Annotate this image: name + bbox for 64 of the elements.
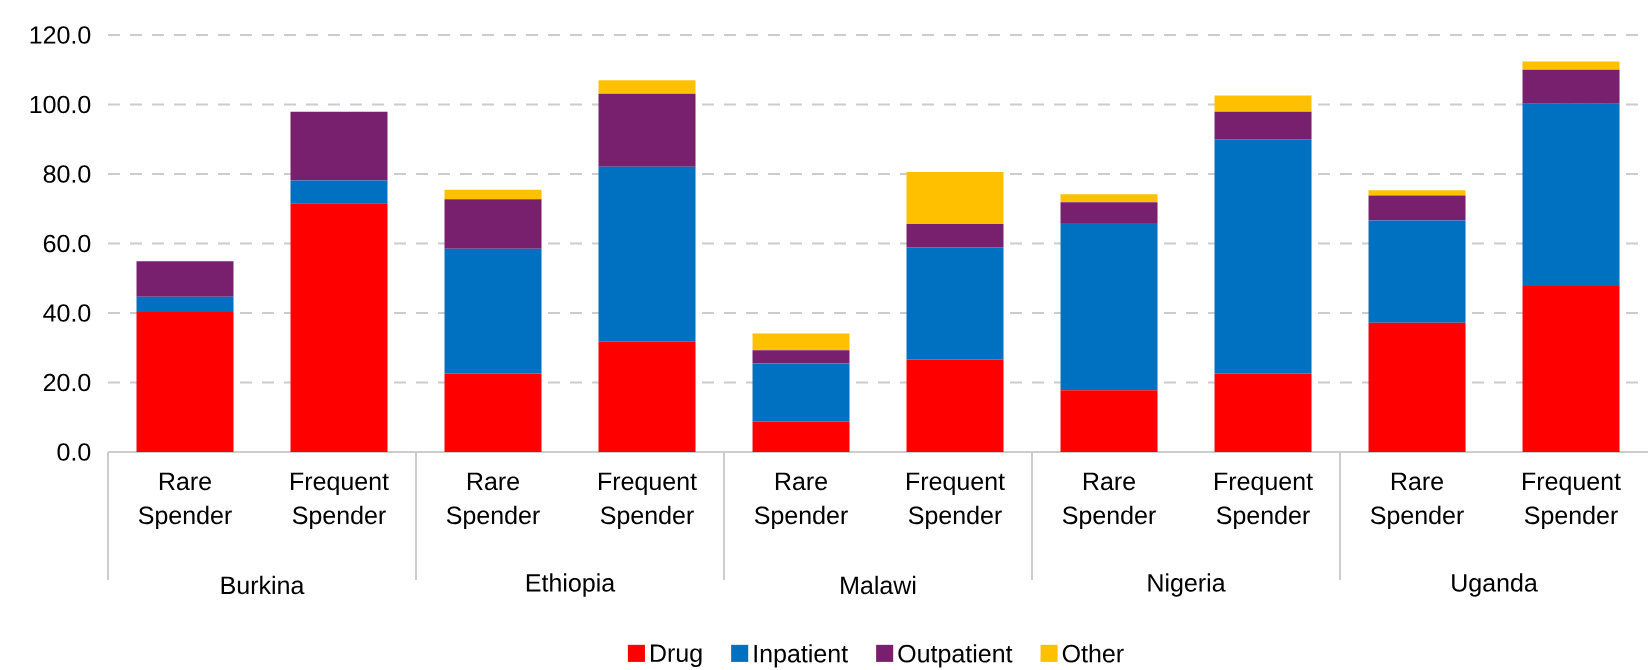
text: Uganda bbox=[1452, 573, 1538, 597]
bar bbox=[906, 171, 1004, 225]
bar bbox=[1522, 61, 1620, 70]
bar bbox=[290, 203, 388, 452]
bar bbox=[1060, 202, 1158, 223]
x-tick-label: Frequent Spender bbox=[1523, 472, 1621, 530]
bar bbox=[444, 199, 542, 249]
y-tick-label: 120.0 bbox=[30, 26, 91, 44]
bar bbox=[906, 247, 1004, 360]
bar bbox=[1522, 103, 1620, 286]
text: Burkina bbox=[221, 575, 305, 595]
x-tick-label: Rare Spender bbox=[754, 472, 848, 530]
bar bbox=[906, 359, 1004, 452]
bar bbox=[1214, 95, 1312, 112]
bar bbox=[752, 333, 850, 351]
bar bbox=[1368, 190, 1466, 196]
y-tick-label: 80.0 bbox=[43, 165, 91, 183]
bar bbox=[752, 363, 850, 422]
bar bbox=[598, 93, 696, 167]
bar bbox=[1368, 195, 1466, 221]
x-tick-label: Rare Spender bbox=[1370, 472, 1464, 530]
bar bbox=[136, 296, 234, 312]
bar bbox=[1522, 285, 1620, 452]
x-tick-label: Rare Spender bbox=[446, 472, 540, 530]
y-tick-label: 40.0 bbox=[43, 304, 91, 322]
y-tick-label: 100.0 bbox=[30, 95, 91, 114]
text: Nigeria bbox=[1148, 573, 1226, 597]
legend-label: Drug bbox=[650, 644, 702, 667]
bar bbox=[1060, 223, 1158, 391]
bar bbox=[290, 111, 388, 181]
text: Malawi bbox=[841, 575, 916, 595]
x-tick-label: Rare Spender bbox=[1062, 472, 1156, 530]
legend-label: Other bbox=[1062, 644, 1124, 663]
y-tick-label: 0.0 bbox=[57, 443, 91, 461]
bar bbox=[136, 311, 234, 452]
bar bbox=[598, 341, 696, 452]
bar bbox=[1060, 194, 1158, 203]
bar bbox=[752, 350, 850, 364]
bar bbox=[1060, 390, 1158, 452]
bar bbox=[290, 180, 388, 204]
bar bbox=[598, 166, 696, 342]
legend-label: Inpatient bbox=[754, 644, 848, 668]
x-tick-label: Frequent Spender bbox=[291, 472, 389, 530]
bar bbox=[1214, 373, 1312, 452]
x-tick-label: Frequent Spender bbox=[907, 472, 1005, 530]
bar bbox=[752, 421, 850, 452]
text: Ethiopia bbox=[526, 573, 616, 597]
x-tick-label: Rare Spender bbox=[138, 472, 232, 530]
bar bbox=[444, 373, 542, 452]
bar bbox=[1522, 69, 1620, 104]
y-tick-label: 60.0 bbox=[43, 234, 91, 253]
bar bbox=[1368, 322, 1466, 452]
bar bbox=[1214, 111, 1312, 140]
y-tick-label: 20.0 bbox=[43, 373, 91, 392]
x-tick-label: Frequent Spender bbox=[599, 472, 697, 530]
x-tick-label: Frequent Spender bbox=[1215, 472, 1313, 530]
bar bbox=[136, 261, 234, 297]
bar bbox=[1368, 220, 1466, 323]
legend-label: Outpatient bbox=[898, 644, 1013, 668]
bar bbox=[906, 224, 1004, 248]
bar bbox=[444, 248, 542, 374]
bar bbox=[1214, 139, 1312, 374]
bar bbox=[598, 80, 696, 94]
bar bbox=[444, 189, 542, 200]
